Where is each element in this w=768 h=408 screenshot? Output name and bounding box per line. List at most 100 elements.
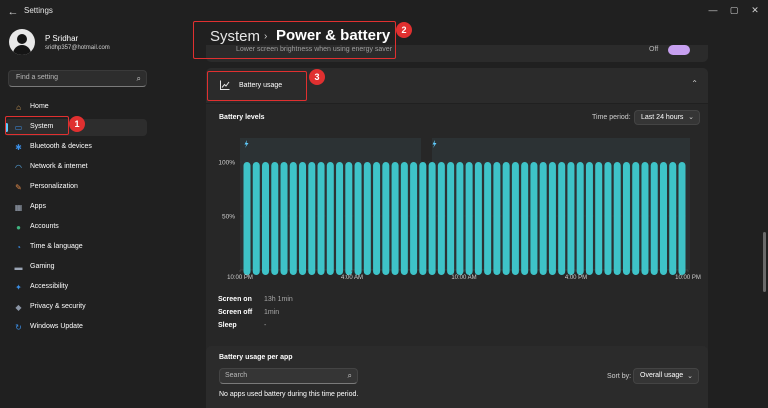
- screen-off-label: Screen off: [218, 309, 253, 316]
- sidebar-item-network-internet[interactable]: ◠ Network & internet: [5, 159, 147, 176]
- minimize-icon[interactable]: —: [708, 5, 718, 15]
- close-icon[interactable]: ✕: [751, 5, 759, 15]
- battery-usage-expander[interactable]: Battery usage ⌃: [206, 68, 708, 103]
- sidebar-item-home[interactable]: ⌂ Home: [5, 99, 147, 116]
- monitor-icon: ▭: [14, 123, 23, 132]
- sort-by-dropdown[interactable]: Overall usage ⌄: [633, 368, 699, 384]
- battery-level-bar: [410, 162, 418, 275]
- annotation-box-system: [5, 116, 69, 135]
- battery-level-bar: [345, 162, 353, 275]
- x-tick-label: 10:00 PM: [675, 275, 701, 281]
- sidebar-item-label: System: [30, 123, 54, 130]
- screen-off-value: 1min: [264, 309, 280, 316]
- battery-level-bar: [511, 162, 519, 275]
- no-apps-message: No apps used battery during this time pe…: [219, 391, 359, 398]
- bluetooth-icon: ✱: [15, 143, 22, 152]
- battery-level-bar: [447, 162, 455, 275]
- battery-level-bar: [437, 162, 445, 275]
- maximize-icon[interactable]: ▢: [729, 5, 739, 15]
- annotation-badge-2: 2: [396, 22, 412, 38]
- shield-icon: ◆: [15, 303, 22, 312]
- battery-level-bar: [363, 162, 371, 275]
- annotation-box-title: [193, 21, 396, 59]
- battery-level-bar: [678, 162, 686, 275]
- time-period-label: Time period:: [592, 114, 631, 121]
- sidebar-item-time-language[interactable]: ◔ Time & language: [5, 239, 147, 256]
- app-search-input[interactable]: Search ⌕: [219, 368, 358, 384]
- scrollbar[interactable]: [763, 232, 766, 292]
- search-input[interactable]: Find a setting ⌕: [8, 70, 147, 87]
- sidebar-item-accessibility[interactable]: ✦ Accessibility: [5, 279, 147, 296]
- chevron-up-icon[interactable]: ⌃: [691, 79, 698, 88]
- avatar-head-shape: [17, 34, 27, 44]
- screen-on-value: 13h 1min: [264, 296, 293, 303]
- time-period-dropdown[interactable]: Last 24 hours ⌄: [634, 110, 700, 125]
- battery-level-bar: [521, 162, 529, 275]
- sidebar-item-label: Accessibility: [30, 283, 69, 290]
- page-title: Power & battery: [276, 27, 391, 44]
- battery-level-bar: [252, 162, 260, 275]
- energy-saver-brightness-card: Lower screen brightness when using energ…: [206, 45, 708, 62]
- brush-icon: ✎: [15, 183, 22, 192]
- title-bar: ← Settings — ▢ ✕: [0, 0, 768, 24]
- battery-level-bar: [604, 162, 612, 275]
- user-email: sridhp357@hotmail.com: [45, 45, 110, 51]
- battery-level-bar: [493, 162, 501, 275]
- battery-level-bar: [428, 162, 436, 275]
- battery-level-bar: [622, 162, 630, 275]
- search-icon[interactable]: ⌕: [136, 74, 141, 83]
- sidebar-item-personalization[interactable]: ✎ Personalization: [5, 179, 147, 196]
- battery-level-bar: [373, 162, 381, 275]
- battery-level-bar: [669, 162, 677, 275]
- charging-bolt-icon: [244, 140, 249, 148]
- avatar[interactable]: [9, 29, 35, 55]
- back-arrow-icon[interactable]: ←: [7, 6, 19, 18]
- y-tick-label: 50%: [222, 214, 235, 221]
- accessibility-icon: ✦: [15, 283, 22, 292]
- battery-level-bar: [465, 162, 473, 275]
- breadcrumb-parent[interactable]: System: [210, 28, 261, 45]
- battery-level-bar: [474, 162, 482, 275]
- sidebar-item-apps[interactable]: ▦ Apps: [5, 199, 147, 216]
- battery-level-bar: [650, 162, 658, 275]
- battery-level-bar: [585, 162, 593, 275]
- sidebar-item-label: Bluetooth & devices: [30, 143, 92, 150]
- sidebar-item-accounts[interactable]: ● Accounts: [5, 219, 147, 236]
- annotation-badge-1: 1: [69, 116, 85, 132]
- annotation-box-battery-usage: [207, 71, 307, 101]
- user-name: P Sridhar: [45, 34, 79, 43]
- sidebar-item-windows-update[interactable]: ↻ Windows Update: [5, 319, 147, 336]
- search-icon[interactable]: ⌕: [347, 371, 352, 380]
- battery-levels-chart: 100% 50% 10:00 PM 4:00 AM 10:00 AM 4:00 PM 10:…: [218, 138, 701, 281]
- battery-usage-label: Battery usage: [239, 82, 283, 89]
- sidebar-item-label: Time & language: [30, 243, 83, 250]
- chevron-down-icon: ⌄: [688, 114, 694, 121]
- energy-saver-brightness-label: Lower screen brightness when using energ…: [236, 46, 393, 53]
- gamepad-icon: ▬: [14, 263, 23, 272]
- sidebar-item-privacy-security[interactable]: ◆ Privacy & security: [5, 299, 147, 316]
- sidebar-item-label: Home: [30, 103, 49, 110]
- battery-level-bar: [659, 162, 667, 275]
- screen-on-label: Screen on: [218, 296, 252, 303]
- battery-level-bar: [539, 162, 547, 275]
- battery-level-bar: [317, 162, 325, 275]
- battery-level-bar: [391, 162, 399, 275]
- person-icon: ●: [16, 223, 21, 232]
- x-tick-label: 10:00 AM: [451, 275, 476, 281]
- brightness-toggle[interactable]: [668, 45, 690, 55]
- battery-level-bar: [243, 162, 251, 275]
- battery-level-bar: [382, 162, 390, 275]
- y-tick-label: 100%: [218, 160, 235, 167]
- battery-level-bar: [595, 162, 603, 275]
- sidebar-item-bluetooth-devices[interactable]: ✱ Bluetooth & devices: [5, 139, 147, 156]
- sidebar-item-gaming[interactable]: ▬ Gaming: [5, 259, 147, 276]
- battery-level-bar: [336, 162, 344, 275]
- sort-by-label: Sort by:: [607, 373, 632, 380]
- sidebar-item-label: Windows Update: [30, 323, 83, 330]
- battery-level-bar: [548, 162, 556, 275]
- x-tick-label: 4:00 PM: [565, 275, 587, 281]
- sidebar-item-label: Apps: [30, 203, 46, 210]
- x-tick-label: 4:00 AM: [341, 275, 363, 281]
- battery-level-bar: [271, 162, 279, 275]
- battery-level-bar: [419, 162, 427, 275]
